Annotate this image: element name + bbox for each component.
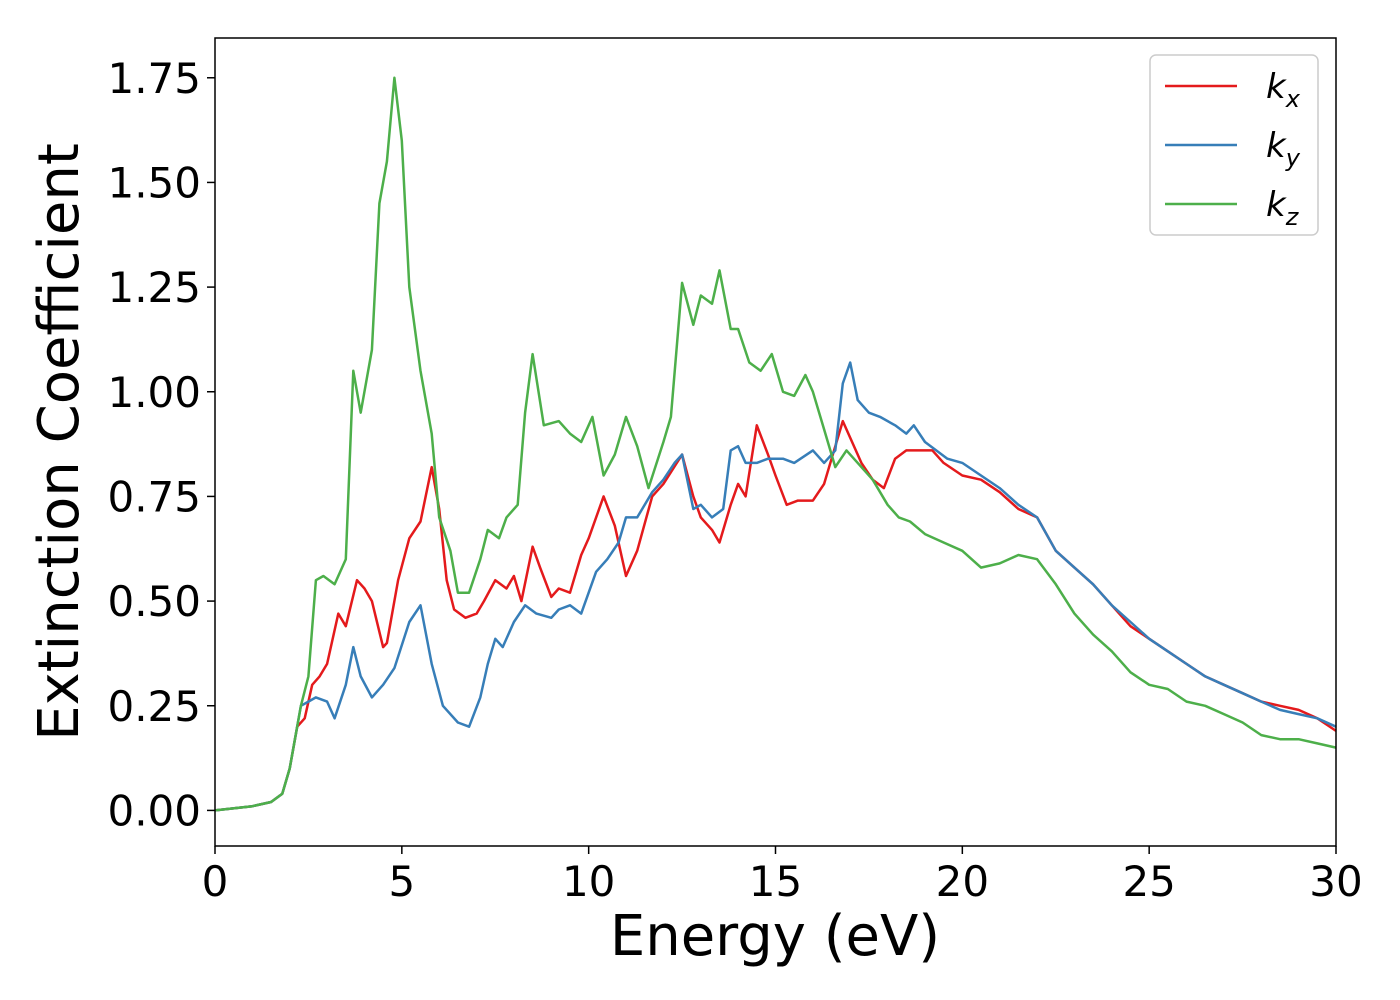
y-tick-label: 0.75 [107, 472, 201, 521]
x-axis: 0 5 10 15 20 25 30 [202, 846, 1363, 906]
y-tick-label: 0.00 [107, 786, 201, 835]
x-tick-label: 5 [388, 857, 415, 906]
y-tick-label: 1.00 [107, 368, 201, 417]
x-tick-label: 0 [202, 857, 229, 906]
y-tick-label: 1.25 [107, 263, 201, 312]
x-tick-label: 30 [1309, 857, 1362, 906]
y-axis: 0.00 0.25 0.50 0.75 1.00 1.25 1.50 1.75 [107, 54, 215, 835]
y-tick-label: 1.50 [107, 158, 201, 207]
x-axis-title: Energy (eV) [610, 904, 940, 969]
legend-label-z: kz [1266, 185, 1300, 231]
legend: kx ky kz [1149, 54, 1319, 236]
x-tick-label: 15 [749, 857, 802, 906]
series-line-z [214, 76, 1337, 812]
y-tick-label: 1.75 [107, 54, 201, 103]
series-line-x [214, 419, 1337, 812]
x-tick-label: 20 [936, 857, 989, 906]
series-line-y [214, 361, 1337, 812]
y-tick-label: 0.25 [107, 682, 201, 731]
y-axis-title: Extinction Coefficient [27, 143, 92, 741]
legend-label-x: kx [1266, 67, 1301, 113]
x-tick-label: 10 [562, 857, 615, 906]
series-layer [214, 76, 1337, 812]
legend-label-y: ky [1266, 126, 1301, 172]
y-tick-label: 0.50 [107, 577, 201, 626]
x-tick-label: 25 [1122, 857, 1175, 906]
